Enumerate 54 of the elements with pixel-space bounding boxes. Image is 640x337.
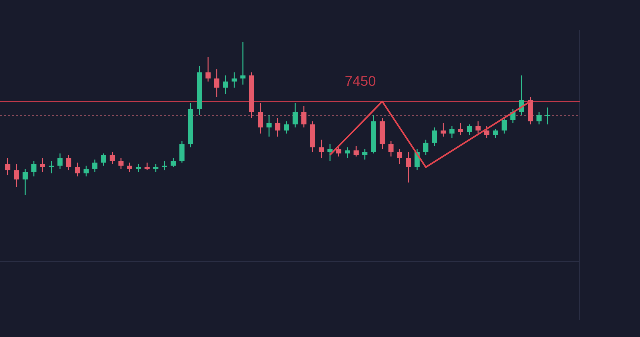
candlestick — [493, 128, 498, 139]
candlestick — [354, 146, 359, 158]
candlestick — [406, 152, 412, 184]
candlestick — [388, 140, 394, 158]
candlestick — [258, 102, 264, 134]
candlestick — [362, 148, 368, 160]
candlestick — [292, 102, 298, 128]
candlestick — [118, 158, 124, 170]
candlestick — [397, 148, 403, 165]
candlestick — [328, 144, 333, 162]
candlestick — [170, 158, 176, 168]
candlestick — [476, 121, 481, 134]
candlestick — [336, 146, 342, 158]
candlestick — [58, 153, 63, 170]
candlestick — [232, 72, 238, 88]
candlestick — [240, 42, 246, 86]
candlestick — [345, 147, 350, 159]
candlestick — [528, 96, 534, 126]
candlestick — [48, 160, 54, 174]
candlestick — [380, 118, 386, 150]
candlestick — [450, 126, 455, 139]
annotation: 7450 — [345, 73, 376, 89]
candlestick — [484, 126, 490, 139]
candlestick — [214, 69, 220, 98]
candlestick — [127, 162, 133, 173]
candlestick — [284, 121, 290, 134]
candlestick — [467, 124, 472, 136]
candlestick — [5, 158, 11, 176]
candlestick — [14, 164, 20, 188]
candlestick — [545, 107, 551, 126]
candlestick — [458, 122, 464, 136]
candlestick — [266, 114, 272, 138]
candlestick — [32, 160, 37, 178]
candlestick — [84, 165, 89, 178]
candlestick — [101, 153, 106, 166]
candlestick — [110, 152, 116, 165]
candlestick — [440, 122, 446, 138]
candlestick — [502, 118, 508, 134]
candlestick — [22, 168, 28, 196]
candlestick — [310, 121, 316, 153]
candlestick — [223, 75, 228, 95]
candlestick — [423, 139, 429, 156]
candlestick — [302, 106, 307, 128]
candlestick — [536, 112, 542, 126]
candlestick — [432, 127, 438, 147]
candlestick — [92, 159, 98, 173]
candlestick — [162, 160, 168, 172]
candlestick — [66, 154, 72, 172]
candlestick — [206, 56, 211, 82]
candlestick — [318, 139, 324, 159]
candlestick — [275, 118, 281, 138]
candlestick — [40, 158, 46, 173]
candlestick — [180, 140, 185, 164]
candlestick — [75, 162, 80, 178]
